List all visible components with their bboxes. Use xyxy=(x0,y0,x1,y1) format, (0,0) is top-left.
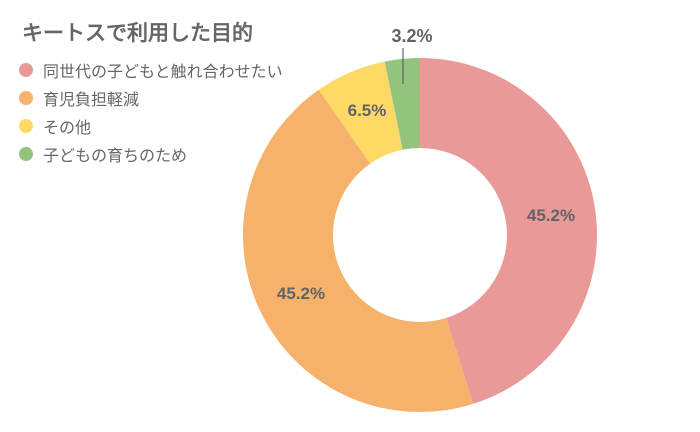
slice-other[interactable] xyxy=(318,61,403,164)
slice-labels: 45.2% 45.2% 6.5% 3.2% xyxy=(277,26,575,303)
legend-dot-pink-icon xyxy=(19,63,33,77)
chart-title: キートスで利用した目的 xyxy=(22,21,253,45)
slice-value-label: 45.2% xyxy=(527,206,575,225)
legend-item-child-development[interactable]: 子どもの育ちのため xyxy=(19,140,283,168)
legend-label: その他 xyxy=(43,118,92,137)
slice-child-development[interactable] xyxy=(384,58,420,150)
slice-value-label: 3.2% xyxy=(391,26,432,46)
chart-legend: 同世代の子どもと触れ合わせたい 育児負担軽減 その他 子どもの育ちのため xyxy=(19,56,283,168)
slice-childcare-burden[interactable] xyxy=(243,89,474,412)
slice-same-age-children[interactable] xyxy=(420,58,597,404)
legend-item-same-age-children[interactable]: 同世代の子どもと触れ合わせたい xyxy=(19,56,283,84)
legend-label: 同世代の子どもと触れ合わせたい xyxy=(43,62,283,81)
legend-dot-green-icon xyxy=(19,147,33,161)
legend-item-childcare-burden[interactable]: 育児負担軽減 xyxy=(19,84,283,112)
legend-label: 育児負担軽減 xyxy=(43,90,140,109)
legend-dot-orange-icon xyxy=(19,91,33,105)
slice-value-label: 6.5% xyxy=(348,101,387,120)
donut-slices xyxy=(243,58,597,412)
slice-value-label: 45.2% xyxy=(277,284,325,303)
legend-dot-yellow-icon xyxy=(19,119,33,133)
legend-item-other[interactable]: その他 xyxy=(19,112,283,140)
legend-label: 子どもの育ちのため xyxy=(43,146,188,165)
